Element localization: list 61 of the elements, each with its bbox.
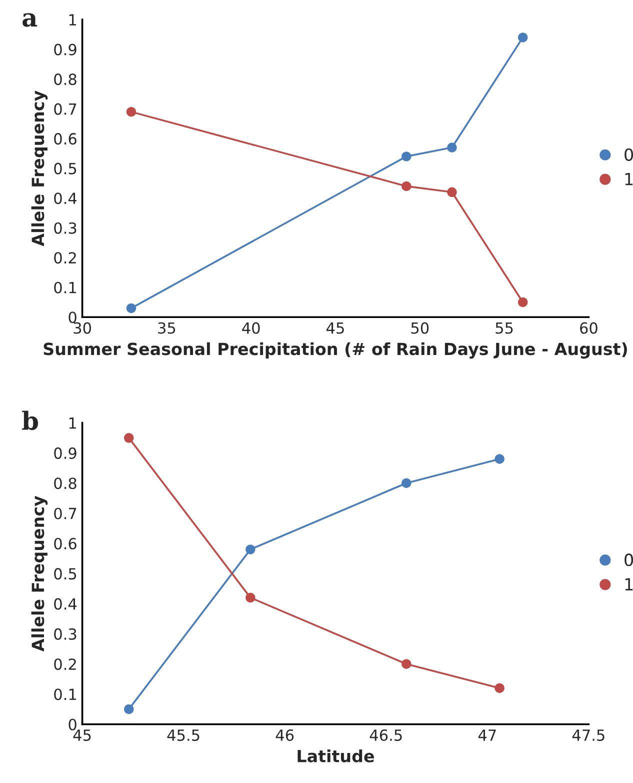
y-tick-label: 0.7: [54, 103, 76, 115]
x-tick-label: 45: [73, 730, 91, 741]
point: [494, 454, 504, 464]
x-axis-title: Summer Seasonal Precipitation (# of Rain Days June - August): [44, 342, 627, 359]
point: [126, 303, 136, 314]
x-tick-label: 45.5: [167, 730, 200, 741]
point: [124, 704, 134, 714]
legend-label: 0: [624, 148, 633, 161]
y-tick-label: 0.4: [54, 192, 77, 204]
y-tick-label: 0.3: [54, 222, 76, 234]
point: [124, 433, 134, 443]
x-tick-label: 47.5: [572, 730, 604, 741]
y-tick-label: 0.8: [54, 74, 76, 86]
x-axis-title: Latitude: [298, 749, 374, 762]
point: [126, 106, 136, 117]
x-tick-label: 46: [276, 729, 294, 741]
y-tick-label: 0: [68, 718, 76, 730]
y-tick-label: 0.2: [54, 658, 76, 670]
y-tick-label: 0.9: [54, 44, 76, 56]
point: [402, 659, 412, 669]
y-tick-label: 0: [68, 312, 76, 324]
point: [402, 181, 412, 192]
x-tick-label: 55: [496, 322, 513, 334]
y-tick-label: 1: [69, 14, 76, 26]
y-tick-label: 0.1: [54, 282, 76, 294]
x-tick-label: 46.5: [370, 729, 402, 741]
y-tick-label: 0.1: [54, 688, 76, 700]
y-tick-label: 0.2: [54, 252, 76, 264]
x-tick-label: 40: [242, 322, 260, 334]
x-tick-label: 30: [74, 322, 91, 334]
point: [447, 187, 457, 198]
legend-label: 1: [625, 173, 633, 186]
y-tick-label: 0.9: [54, 447, 76, 459]
y-tick-label: 0.6: [54, 133, 76, 145]
x-tick-label: 60: [580, 322, 598, 334]
y-tick-label: 0.5: [54, 568, 76, 580]
y-tick-label: 0.8: [54, 478, 76, 490]
y-tick-label: 0.6: [54, 538, 76, 550]
point: [246, 544, 256, 554]
point: [402, 478, 412, 488]
y-tick-label: 0.3: [54, 628, 76, 640]
y-tick-label: 1: [69, 417, 76, 429]
x-tick-label: 47: [478, 730, 496, 741]
point: [402, 152, 412, 162]
y-tick-label: 0.5: [54, 162, 76, 174]
x-tick-label: 50: [411, 322, 429, 334]
y-tick-label: 0.7: [54, 508, 76, 520]
point: [518, 32, 528, 42]
y-tick-label: 0.4: [54, 598, 77, 610]
point: [447, 142, 457, 152]
y-axis-title: Allele Frequency: [31, 496, 48, 652]
chart-title: a: [22, 13, 38, 27]
point: [246, 592, 256, 603]
y-axis-title: Allele Frequency: [31, 90, 48, 246]
x-tick-label: 35: [158, 322, 176, 334]
x-tick-label: 45: [326, 322, 344, 334]
legend-label: 1: [625, 578, 633, 590]
legend-label: 0: [624, 554, 633, 566]
point: [518, 297, 528, 308]
chart-title: b: [22, 410, 38, 430]
point: [494, 683, 504, 693]
